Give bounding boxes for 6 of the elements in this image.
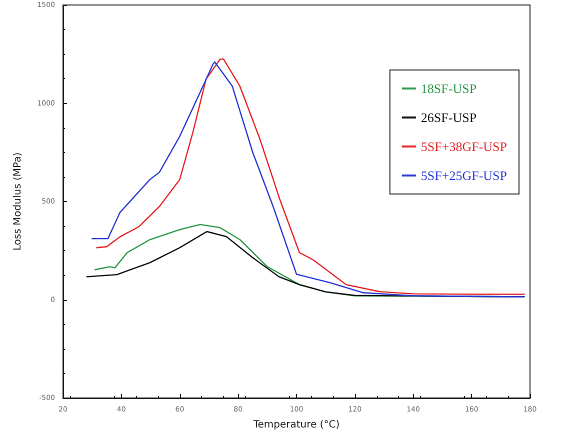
y-axis-title: Loss Modulus (MPa) xyxy=(12,152,24,251)
legend-label: 5SF+25GF-USP xyxy=(420,168,508,183)
x-axis-title: Temperature (°C) xyxy=(252,420,340,430)
legend-label: 5SF+38GF-USP xyxy=(420,139,508,154)
legend-label: 18SF-USP xyxy=(420,81,477,96)
legend-label: 26SF-USP xyxy=(420,110,477,125)
